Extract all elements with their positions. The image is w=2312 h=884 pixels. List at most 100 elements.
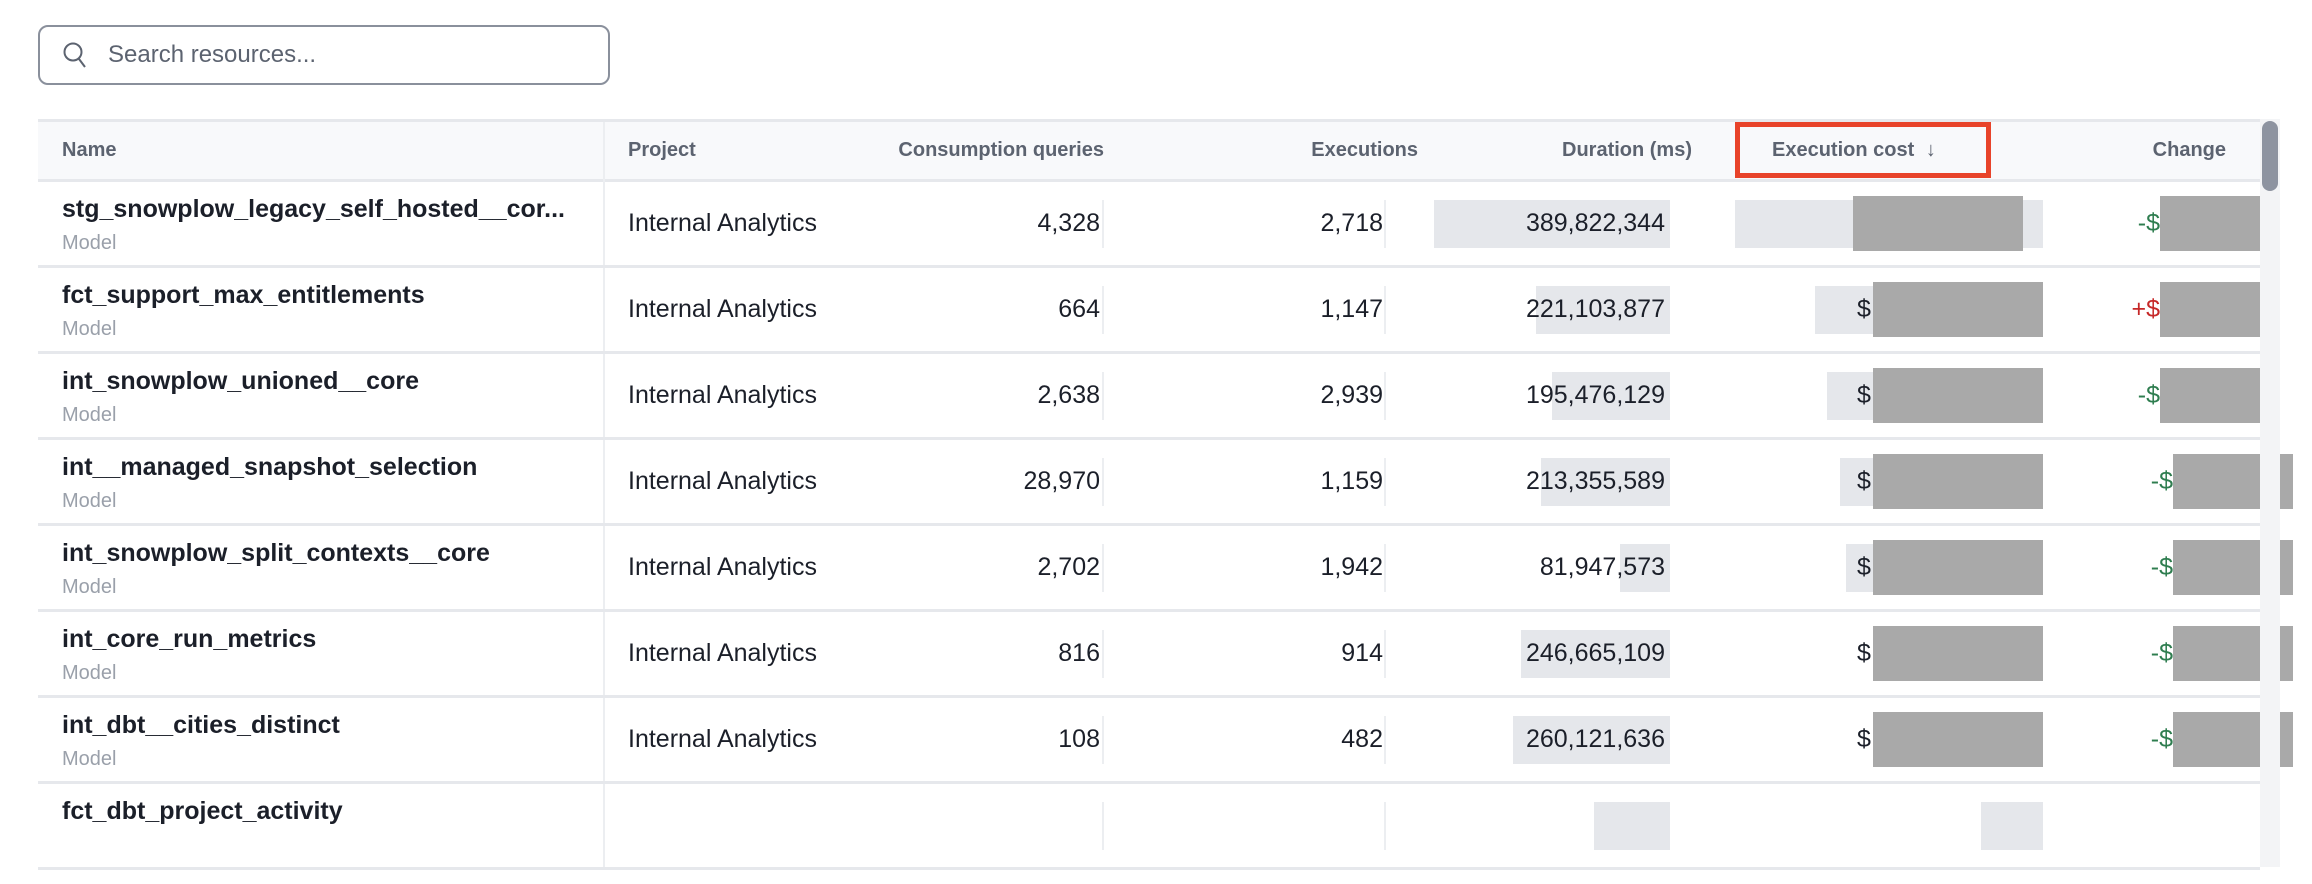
- executions-value: 1,147: [1320, 295, 1383, 323]
- executions-bar: [1384, 200, 1386, 248]
- search-input[interactable]: [106, 40, 570, 70]
- consumption-queries-value: 4,328: [1037, 209, 1100, 237]
- executions-bar: [1384, 286, 1386, 334]
- duration-bar: [1536, 286, 1670, 334]
- execution-cost-currency: $: [1857, 553, 1871, 581]
- redacted-execution-cost: [1873, 454, 2043, 509]
- duration-value: 221,103,877: [1525, 295, 1665, 323]
- consumption-queries-value: 816: [1058, 639, 1100, 667]
- executions-value: 1,942: [1320, 553, 1383, 581]
- consumption-queries-value: 664: [1058, 295, 1100, 323]
- resource-name[interactable]: int__managed_snapshot_selection: [62, 453, 478, 481]
- scrollbar-thumb[interactable]: [2262, 121, 2278, 191]
- search-input-container[interactable]: [38, 25, 610, 85]
- execution-cost-currency: $: [1857, 725, 1871, 753]
- column-header-executions[interactable]: Executions: [1311, 139, 1418, 161]
- duration-bar: [1594, 802, 1670, 850]
- consumption-bar: [1102, 544, 1104, 592]
- change-sign: -$: [2137, 209, 2160, 237]
- sort-column-highlight: [1735, 122, 1991, 178]
- change-sign: -$: [2150, 553, 2173, 581]
- project-name: Internal Analytics: [628, 209, 817, 237]
- table-row[interactable]: fct_support_max_entitlements Model Interna…: [38, 268, 2280, 354]
- execution-cost-currency: $: [1857, 639, 1871, 667]
- redacted-execution-cost: [1873, 282, 2043, 337]
- duration-bar: [1552, 372, 1670, 420]
- column-header-name[interactable]: Name: [62, 139, 117, 161]
- executions-value: 2,718: [1320, 209, 1383, 237]
- execution-cost-label: Execution cost: [1772, 139, 1915, 161]
- resource-type: Model: [62, 576, 117, 598]
- duration-bar: [1521, 630, 1670, 678]
- resource-name[interactable]: fct_support_max_entitlements: [62, 281, 425, 309]
- resource-name[interactable]: int_core_run_metrics: [62, 625, 317, 653]
- duration-bar: [1434, 200, 1670, 248]
- redacted-execution-cost: [1873, 626, 2043, 681]
- resource-name[interactable]: int_snowplow_unioned__core: [62, 367, 419, 395]
- resource-type: Model: [62, 404, 117, 426]
- execution-cost-bar: [1981, 802, 2043, 850]
- project-name: Internal Analytics: [628, 295, 817, 323]
- executions-bar: [1384, 544, 1386, 592]
- resource-type: Model: [62, 748, 117, 770]
- duration-bar: [1541, 458, 1670, 506]
- sort-descending-icon: ↓: [1925, 139, 1936, 161]
- executions-bar: [1384, 716, 1386, 764]
- consumption-bar: [1102, 200, 1104, 248]
- resource-type: Model: [62, 490, 117, 512]
- execution-cost-currency: $: [1857, 467, 1871, 495]
- executions-value: 482: [1341, 725, 1383, 753]
- executions-bar: [1384, 630, 1386, 678]
- column-header-project[interactable]: Project: [628, 139, 696, 161]
- consumption-bar: [1102, 716, 1104, 764]
- project-name: Internal Analytics: [628, 639, 817, 667]
- duration-value: 389,822,344: [1525, 209, 1665, 237]
- table-row[interactable]: int_core_run_metrics Model Internal Analyt…: [38, 612, 2293, 698]
- change-sign: -$: [2150, 639, 2173, 667]
- executions-value: 2,939: [1320, 381, 1383, 409]
- resource-name[interactable]: int_snowplow_split_contexts__core: [62, 539, 490, 567]
- change-sign: -$: [2137, 381, 2160, 409]
- duration-bar: [1620, 544, 1670, 592]
- consumption-bar: [1102, 286, 1104, 334]
- table-row[interactable]: stg_snowplow_legacy_self_hosted__cor... M…: [38, 182, 2280, 268]
- resource-type: Model: [62, 318, 117, 340]
- duration-bar: [1513, 716, 1670, 764]
- executions-bar: [1384, 802, 1386, 850]
- project-name: Internal Analytics: [628, 725, 817, 753]
- duration-value: 260,121,636: [1525, 725, 1665, 753]
- column-header-change[interactable]: Change: [2152, 139, 2226, 161]
- executions-bar: [1384, 372, 1386, 420]
- search-icon: [63, 42, 86, 68]
- duration-value: 81,947,573: [1539, 553, 1665, 581]
- change-sign: -$: [2150, 467, 2173, 495]
- table-row[interactable]: fct_dbt_project_activity: [38, 784, 2260, 870]
- consumption-queries-value: 2,702: [1037, 553, 1100, 581]
- resource-type: Model: [62, 662, 117, 684]
- column-header-duration[interactable]: Duration (ms): [1562, 139, 1692, 161]
- resources-table: Name Project Consumption queries Executi…: [38, 119, 2293, 870]
- consumption-bar: [1102, 458, 1104, 506]
- table-row[interactable]: int_dbt__cities_distinct Model Internal An…: [38, 698, 2293, 784]
- duration-value: 213,355,589: [1525, 467, 1665, 495]
- consumption-bar: [1102, 802, 1104, 850]
- redacted-execution-cost: [1873, 712, 2043, 767]
- resource-name[interactable]: stg_snowplow_legacy_self_hosted__cor...: [62, 195, 565, 223]
- resource-name[interactable]: fct_dbt_project_activity: [62, 797, 343, 825]
- table-row[interactable]: int_snowplow_split_contexts__core Model In…: [38, 526, 2293, 612]
- scrollbar-track[interactable]: [2260, 119, 2280, 867]
- table-header: Name Project Consumption queries Executi…: [38, 122, 2260, 182]
- change-sign: +$: [2131, 295, 2160, 323]
- consumption-bar: [1102, 372, 1104, 420]
- resource-name[interactable]: int_dbt__cities_distinct: [62, 711, 340, 739]
- table-row[interactable]: int_snowplow_unioned__core Model Internal …: [38, 354, 2280, 440]
- table-row[interactable]: int__managed_snapshot_selection Model Inte…: [38, 440, 2293, 526]
- consumption-bar: [1102, 630, 1104, 678]
- column-header-consumption-queries[interactable]: Consumption queries: [898, 139, 1104, 161]
- redacted-execution-cost: [1853, 196, 2023, 251]
- column-header-execution-cost[interactable]: Execution cost ↓: [1772, 122, 1936, 179]
- redacted-execution-cost: [1873, 368, 2043, 423]
- consumption-queries-value: 2,638: [1037, 381, 1100, 409]
- duration-value: 195,476,129: [1525, 381, 1665, 409]
- resource-type: Model: [62, 232, 117, 254]
